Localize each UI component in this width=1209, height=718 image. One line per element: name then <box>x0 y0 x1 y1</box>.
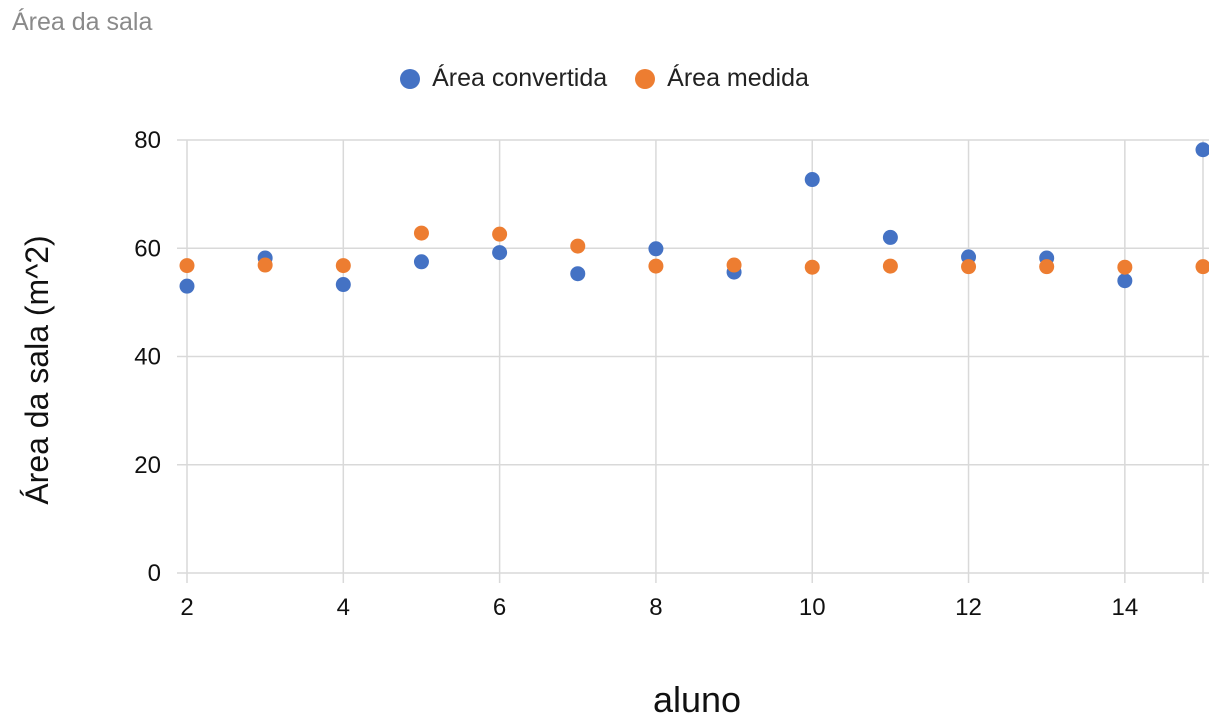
data-point <box>1195 259 1209 275</box>
legend-item-area-convertida: Área convertida <box>400 64 607 93</box>
y-tick-label: 20 <box>134 452 161 479</box>
y-tick-label: 80 <box>134 127 161 154</box>
data-point <box>726 257 742 273</box>
data-point <box>413 254 429 270</box>
data-point <box>1117 259 1133 275</box>
axis-layer: 0 20 40 60 80 2 4 6 8 10 12 14 <box>134 127 1138 621</box>
x-axis-title: aluno <box>653 679 741 718</box>
data-point <box>648 258 664 274</box>
data-point <box>492 226 508 242</box>
data-point <box>179 278 195 294</box>
data-point <box>570 266 586 282</box>
y-tick-label: 40 <box>134 344 161 371</box>
legend-marker-area-medida <box>635 68 656 89</box>
data-point <box>179 258 195 274</box>
y-tick-label: 0 <box>148 560 161 587</box>
legend-marker-area-convertida <box>400 68 421 89</box>
x-tick-label: 4 <box>337 594 350 621</box>
data-point <box>1117 273 1133 289</box>
data-point <box>882 229 898 245</box>
data-point <box>492 245 508 261</box>
y-tick-label: 60 <box>134 235 161 262</box>
data-point <box>961 259 977 275</box>
chart-legend: Área convertida Área medida <box>0 64 1209 93</box>
data-point <box>335 277 351 293</box>
data-point <box>804 259 820 275</box>
x-tick-label: 2 <box>180 594 193 621</box>
grid-layer <box>177 139 1209 583</box>
data-point <box>882 258 898 274</box>
data-point <box>1039 259 1055 275</box>
data-point <box>413 225 429 241</box>
x-tick-label: 8 <box>649 594 662 621</box>
data-point <box>570 238 586 254</box>
y-axis-title: Área da sala (m^2) <box>19 235 55 504</box>
legend-label-area-medida: Área medida <box>667 64 809 92</box>
x-tick-label: 14 <box>1111 594 1138 621</box>
x-tick-label: 6 <box>493 594 506 621</box>
data-point <box>804 172 820 188</box>
x-tick-label: 12 <box>955 594 982 621</box>
data-point <box>1195 142 1209 158</box>
x-tick-label: 10 <box>799 594 826 621</box>
data-point <box>335 258 351 274</box>
point-layer <box>179 142 1209 294</box>
data-point <box>648 241 664 257</box>
data-point <box>257 257 273 273</box>
legend-item-area-medida: Área medida <box>635 64 809 93</box>
legend-label-area-convertida: Área convertida <box>432 64 608 92</box>
page-title: Área da sala <box>12 8 153 36</box>
